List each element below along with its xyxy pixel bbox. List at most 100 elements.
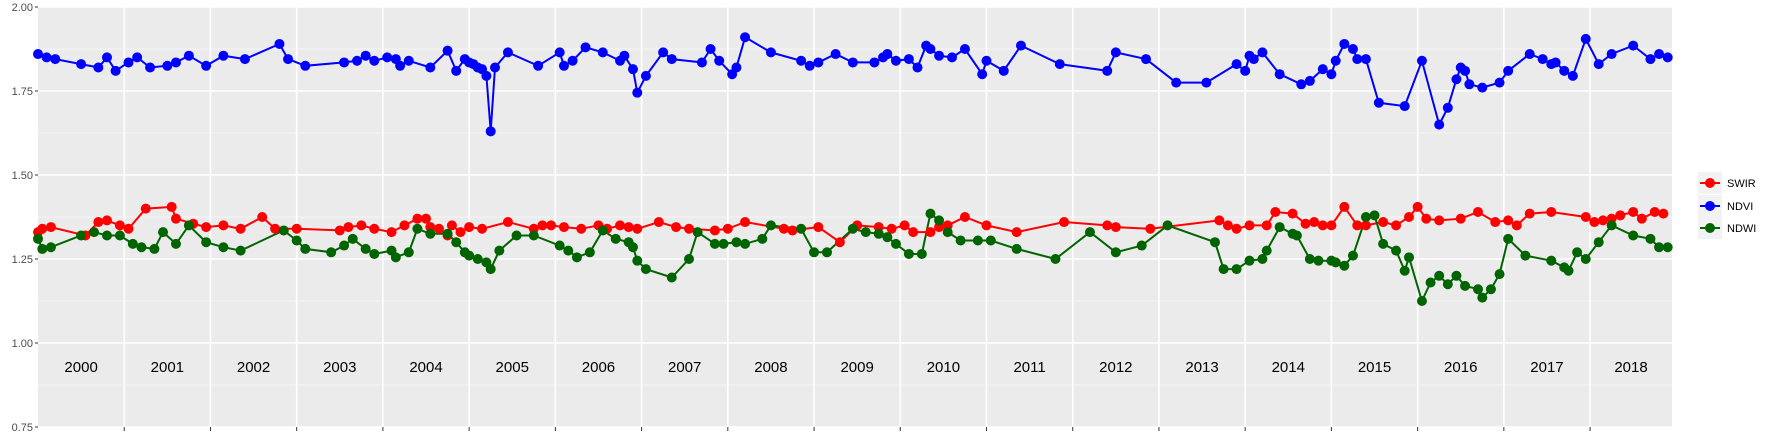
data-point-ndvi xyxy=(1317,64,1328,75)
data-point-ndvi xyxy=(283,54,294,65)
data-point-ndvi xyxy=(1304,75,1315,86)
year-label: 2002 xyxy=(237,359,270,376)
data-point-swir xyxy=(632,223,643,234)
data-point-ndwi xyxy=(101,230,112,241)
data-point-swir xyxy=(1244,220,1255,231)
data-point-swir xyxy=(235,223,246,234)
data-point-ndwi xyxy=(1606,220,1617,231)
data-point-ndvi xyxy=(567,55,578,66)
year-label: 2004 xyxy=(409,359,442,376)
year-label: 2017 xyxy=(1530,359,1563,376)
data-point-ndvi xyxy=(1110,47,1121,58)
data-point-swir xyxy=(1231,223,1242,234)
data-point-ndvi xyxy=(1171,77,1182,88)
data-point-swir xyxy=(981,220,992,231)
data-point-ndvi xyxy=(1360,54,1371,65)
data-point-ndwi xyxy=(1472,284,1483,295)
data-point-ndwi xyxy=(464,250,475,261)
data-point-ndvi xyxy=(1580,33,1591,44)
data-point-ndvi xyxy=(1296,79,1307,90)
data-point-swir xyxy=(1628,206,1639,217)
data-point-swir xyxy=(386,227,397,238)
data-point-swir xyxy=(722,223,733,234)
data-point-ndwi xyxy=(627,242,638,253)
data-point-ndwi xyxy=(158,227,169,238)
data-point-ndvi xyxy=(50,54,61,65)
legend-key-point-ndvi xyxy=(1705,201,1715,211)
data-point-swir xyxy=(1598,215,1609,226)
data-point-ndvi xyxy=(765,47,776,58)
data-point-ndwi xyxy=(183,220,194,231)
data-point-ndwi xyxy=(218,242,229,253)
data-point-ndvi xyxy=(558,60,569,71)
data-point-swir xyxy=(356,220,367,231)
series-line-ndwi xyxy=(37,211,1668,304)
data-point-swir xyxy=(653,217,664,228)
data-point-swir xyxy=(170,213,181,224)
data-point-ndvi xyxy=(959,44,970,54)
data-point-ndwi xyxy=(821,247,832,258)
year-label: 2014 xyxy=(1272,359,1305,376)
series-layer xyxy=(33,32,1673,306)
data-point-ndwi xyxy=(1378,238,1389,249)
data-point-swir xyxy=(576,223,587,234)
data-point-ndvi xyxy=(1141,54,1152,65)
data-point-ndvi xyxy=(1416,55,1427,66)
y-tick-label: 1.50 xyxy=(12,170,33,182)
data-point-ndwi xyxy=(1313,255,1324,266)
data-point-ndvi xyxy=(640,70,651,81)
year-label: 2010 xyxy=(927,359,960,376)
data-point-swir xyxy=(1309,217,1320,228)
data-point-ndvi xyxy=(1559,65,1570,76)
data-point-ndvi xyxy=(925,44,936,54)
data-point-ndvi xyxy=(162,60,173,71)
data-point-ndwi xyxy=(925,208,936,219)
legend-key-point-ndwi xyxy=(1705,223,1715,233)
data-point-ndvi xyxy=(1662,52,1673,63)
data-point-ndwi xyxy=(809,247,820,258)
data-point-ndwi xyxy=(201,237,212,248)
data-point-swir xyxy=(37,223,48,234)
data-point-ndvi xyxy=(442,45,453,56)
data-point-ndvi xyxy=(101,52,112,63)
data-point-ndwi xyxy=(584,247,595,258)
data-point-ndwi xyxy=(1339,260,1350,271)
data-point-swir xyxy=(101,215,112,226)
data-point-ndwi xyxy=(45,242,56,253)
data-point-ndvi xyxy=(201,60,212,71)
data-point-ndvi xyxy=(597,47,608,58)
data-point-ndvi xyxy=(33,49,43,60)
data-point-ndwi xyxy=(1011,243,1022,254)
data-point-ndvi xyxy=(1015,40,1026,51)
data-point-ndvi xyxy=(41,52,52,63)
data-point-swir xyxy=(1352,220,1363,231)
data-point-ndwi xyxy=(740,238,751,249)
y-tick-label: 1.25 xyxy=(12,254,33,266)
data-point-swir xyxy=(671,222,682,233)
data-point-ndwi xyxy=(485,264,496,275)
data-point-ndvi xyxy=(76,59,87,70)
data-point-ndwi xyxy=(692,227,703,238)
data-point-ndvi xyxy=(903,54,914,65)
data-point-swir xyxy=(201,222,212,233)
data-point-swir xyxy=(1589,217,1600,228)
data-point-ndwi xyxy=(300,243,311,254)
data-point-ndvi xyxy=(1606,49,1617,60)
data-point-ndvi xyxy=(1567,70,1578,81)
data-point-ndvi xyxy=(218,50,229,61)
data-point-swir xyxy=(1490,217,1501,228)
data-point-ndvi xyxy=(705,44,716,54)
data-point-swir xyxy=(886,223,897,234)
year-label: 2018 xyxy=(1614,359,1647,376)
data-point-ndwi xyxy=(1416,296,1427,306)
data-point-ndvi xyxy=(740,32,751,43)
data-point-ndwi xyxy=(33,233,43,244)
data-point-ndvi xyxy=(554,47,565,58)
data-point-ndwi xyxy=(1360,212,1371,222)
data-point-swir xyxy=(1455,213,1466,224)
data-point-ndwi xyxy=(1425,277,1436,288)
data-point-ndwi xyxy=(412,223,423,234)
data-point-ndvi xyxy=(619,50,630,61)
data-point-ndwi xyxy=(37,243,48,254)
data-point-swir xyxy=(546,220,557,231)
